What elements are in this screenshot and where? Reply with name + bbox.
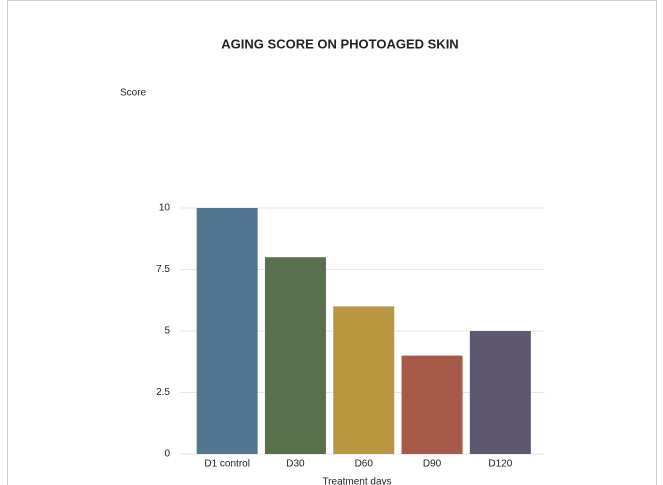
y-tick-label: 2.5 <box>156 387 170 398</box>
y-tick-label: 7.5 <box>156 264 170 275</box>
bar <box>333 306 395 454</box>
frame <box>7 0 657 485</box>
x-tick-label: D120 <box>488 459 512 470</box>
y-tick-label: 0 <box>164 449 170 460</box>
x-tick-label: D1 control <box>204 459 250 470</box>
bar <box>196 208 258 454</box>
bar <box>264 257 326 454</box>
x-tick-label: D60 <box>355 459 374 470</box>
y-tick-label: 10 <box>159 203 171 214</box>
x-tick-label: D30 <box>286 459 305 470</box>
bar <box>469 331 531 454</box>
x-axis-label: Treatment days <box>322 477 391 485</box>
y-tick-label: 5 <box>164 326 170 337</box>
chart-title: AGING SCORE ON PHOTOAGED SKIN <box>221 36 458 51</box>
x-tick-label: D90 <box>423 459 442 470</box>
y-axis-label: Score <box>120 88 147 99</box>
bar <box>401 355 463 454</box>
